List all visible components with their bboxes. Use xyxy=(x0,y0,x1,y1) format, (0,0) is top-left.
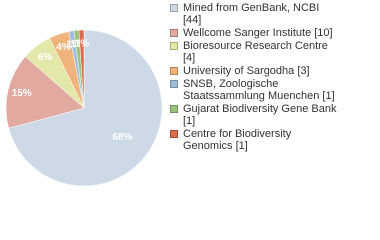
legend-item: Centre for Biodiversity Genomics [1] xyxy=(170,128,338,152)
legend-swatch xyxy=(170,80,178,88)
legend-swatch xyxy=(170,42,178,50)
legend-label: Centre for Biodiversity Genomics [1] xyxy=(183,128,292,152)
legend-label: University of Sargodha [3] xyxy=(183,65,310,77)
pie-slice xyxy=(78,29,85,109)
legend-swatch xyxy=(170,29,178,37)
legend-item: Bioresource Research Centre [4] xyxy=(170,40,338,64)
pie-slice xyxy=(8,29,163,187)
slice-label: 15% xyxy=(12,88,32,99)
legend-label: SNSB, Zoologische Staatssammlung Muenche… xyxy=(183,78,335,102)
slice-label: 6% xyxy=(38,52,53,63)
legend-swatch xyxy=(170,105,178,113)
legend-item: University of Sargodha [3] xyxy=(170,65,338,77)
slice-label: 1% xyxy=(75,39,90,50)
legend-label: Wellcome Sanger Institute [10] xyxy=(183,27,333,39)
legend-label: Gujarat Biodiversity Gene Bank [1] xyxy=(183,103,337,127)
legend-item: Gujarat Biodiversity Gene Bank [1] xyxy=(170,103,338,127)
slice-label: 1% xyxy=(66,40,81,51)
legend-item: Wellcome Sanger Institute [10] xyxy=(170,27,338,39)
slice-label: 1% xyxy=(71,39,86,50)
legend-item: SNSB, Zoologische Staatssammlung Muenche… xyxy=(170,78,338,102)
legend-label: Bioresource Research Centre [4] xyxy=(183,40,328,64)
pie-chart: 68%15%6%4%1%1%1% xyxy=(5,29,163,187)
slice-label: 4% xyxy=(56,42,71,53)
legend: Mined from GenBank, NCBI [44] Wellcome Sa… xyxy=(170,2,338,153)
legend-item: Mined from GenBank, NCBI [44] xyxy=(170,2,338,26)
legend-label: Mined from GenBank, NCBI [44] xyxy=(183,2,320,26)
legend-swatch xyxy=(170,4,178,12)
legend-swatch xyxy=(170,130,178,138)
legend-swatch xyxy=(170,67,178,75)
pie-slice xyxy=(5,56,85,129)
slice-label: 68% xyxy=(112,132,132,143)
